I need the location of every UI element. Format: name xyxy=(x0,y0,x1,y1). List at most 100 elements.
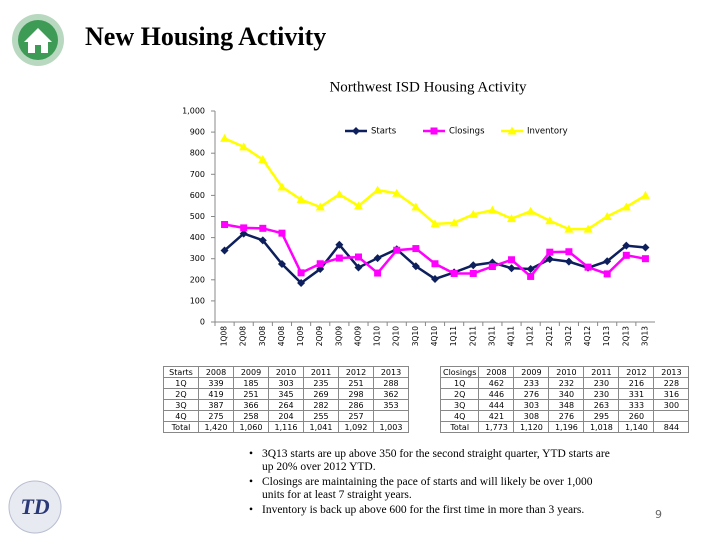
point xyxy=(641,255,649,263)
x-tick-label: 2Q13 xyxy=(621,326,630,346)
point xyxy=(278,229,286,237)
table-cell: 235 xyxy=(303,377,339,389)
table-cell: Starts xyxy=(163,366,199,378)
point xyxy=(508,256,516,264)
table-cell: 421 xyxy=(478,410,515,422)
x-tick-label: 2Q09 xyxy=(315,326,324,346)
point xyxy=(354,253,362,261)
point xyxy=(411,202,421,211)
x-tick-label: 4Q08 xyxy=(277,326,286,346)
point xyxy=(545,216,555,225)
bullet: Inventory is back up above 600 for the f… xyxy=(249,504,615,517)
x-tick-label: 2Q10 xyxy=(392,326,401,346)
point xyxy=(622,251,630,259)
table-cell: 1,420 xyxy=(198,421,234,433)
table-cell: 255 xyxy=(303,410,339,422)
table-row: Closings 2008 2009 2010 2011 2012 2013 xyxy=(439,366,690,378)
point xyxy=(374,269,382,277)
table-cell: 2008 xyxy=(198,366,234,378)
table-cell: 1,003 xyxy=(373,421,409,433)
table-cell: 1,018 xyxy=(583,421,620,433)
chart-title: Northwest ISD Housing Activity xyxy=(329,79,527,95)
table-cell: 2012 xyxy=(338,366,374,378)
table-row: 4Q 421 308 276 295 260 xyxy=(439,410,690,422)
point xyxy=(565,248,573,256)
table-cell: 2008 xyxy=(478,366,515,378)
point xyxy=(373,254,382,263)
legend-label: Starts xyxy=(371,127,397,137)
point xyxy=(468,209,478,218)
point xyxy=(297,269,305,277)
point xyxy=(622,241,631,250)
legend-marker xyxy=(352,127,360,135)
point xyxy=(296,195,306,204)
table-cell: 316 xyxy=(653,388,690,400)
table-cell: 353 xyxy=(373,399,409,411)
closings-table: Closings 2008 2009 2010 2011 2012 2013 1Q 462 233… xyxy=(439,366,690,433)
y-tick-label: 200 xyxy=(190,275,205,284)
x-tick-label: 4Q09 xyxy=(353,326,362,346)
x-tick-label: 2Q08 xyxy=(239,326,248,346)
x-tick-label: 3Q08 xyxy=(258,326,267,346)
point xyxy=(334,189,344,198)
table-cell: 251 xyxy=(338,377,374,389)
point xyxy=(240,224,248,232)
table-cell: 1,773 xyxy=(478,421,515,433)
point xyxy=(564,257,573,266)
x-tick-label: 1Q12 xyxy=(526,326,535,346)
table-cell: 233 xyxy=(513,377,550,389)
table-cell: 4Q xyxy=(163,410,199,422)
point xyxy=(507,264,516,273)
point xyxy=(584,263,592,271)
x-tick-label: 1Q11 xyxy=(449,326,458,346)
x-tick-label: 2Q12 xyxy=(545,326,554,346)
point xyxy=(430,219,440,228)
table-row: 3Q 387 366 264 282 286 353 xyxy=(163,399,409,411)
table-cell: 446 xyxy=(478,388,515,400)
x-tick-label: 4Q12 xyxy=(583,326,592,346)
table-cell: 282 xyxy=(303,399,339,411)
table-row: 1Q 462 233 232 230 216 228 xyxy=(439,377,690,389)
point xyxy=(527,272,535,280)
point xyxy=(564,224,574,233)
point xyxy=(335,254,343,262)
y-tick-label: 400 xyxy=(190,233,205,242)
point xyxy=(487,205,497,214)
point xyxy=(431,274,439,283)
y-tick-label: 100 xyxy=(190,296,205,305)
point xyxy=(412,245,420,253)
house-logo xyxy=(12,14,64,66)
table-row: 2Q 446 276 340 230 331 316 xyxy=(439,388,690,400)
table-cell: 288 xyxy=(373,377,409,389)
y-tick-label: 800 xyxy=(190,149,205,158)
x-tick-label: 3Q11 xyxy=(487,326,496,346)
table-cell: 2Q xyxy=(439,388,480,400)
point xyxy=(277,259,286,268)
point xyxy=(258,236,267,245)
table-cell: 276 xyxy=(513,388,550,400)
point xyxy=(450,269,458,277)
table-cell: 1,196 xyxy=(548,421,585,433)
table-cell: 251 xyxy=(233,388,269,400)
point xyxy=(640,190,650,199)
point xyxy=(393,246,401,254)
table-cell: 3Q xyxy=(163,399,199,411)
table-cell: 204 xyxy=(268,410,304,422)
series-line xyxy=(224,137,647,231)
table-cell: 1,060 xyxy=(233,421,269,433)
bullet: Closings are maintaining the pace of sta… xyxy=(249,476,615,502)
table-cell: 2009 xyxy=(513,366,550,378)
point xyxy=(392,188,402,197)
table-cell: 300 xyxy=(653,399,690,411)
table-cell: 2009 xyxy=(233,366,269,378)
x-tick-label: 1Q10 xyxy=(373,326,382,346)
x-tick-label: 1Q08 xyxy=(220,326,229,346)
point xyxy=(297,278,306,287)
table-cell: 298 xyxy=(338,388,374,400)
point xyxy=(354,263,363,272)
y-tick-label: 600 xyxy=(190,191,205,200)
x-tick-label: 4Q11 xyxy=(507,326,516,346)
table-cell: 339 xyxy=(198,377,234,389)
point xyxy=(583,224,593,233)
table-row: 4Q 275 258 204 255 257 xyxy=(163,410,409,422)
